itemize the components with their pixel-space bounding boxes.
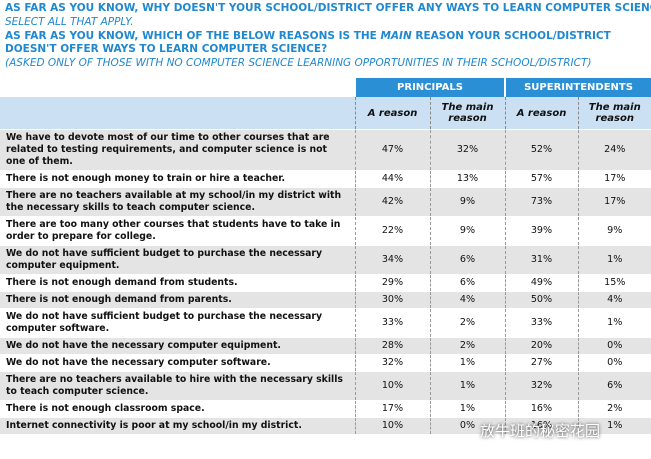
cell-value: 9%: [429, 187, 505, 217]
cell-value: 39%: [504, 216, 578, 246]
cell-value: 1%: [429, 400, 505, 418]
cell-value: 9%: [429, 216, 505, 246]
cell-value: 6%: [429, 245, 505, 275]
cell-value: 32%: [429, 129, 505, 171]
row-label: We have to devote most of our time to ot…: [0, 129, 355, 171]
row: There are too many other courses that st…: [0, 216, 651, 246]
cell-value: 1%: [577, 245, 651, 275]
cell-value: 28%: [354, 337, 430, 355]
row: There is not enough demand from parents.…: [0, 291, 651, 309]
row-label: There is not enough classroom space.: [0, 400, 355, 418]
cell-value: 33%: [354, 308, 430, 338]
cell-value: 20%: [504, 337, 578, 355]
row: We do not have sufficient budget to purc…: [0, 308, 651, 338]
column-header: A reason: [354, 97, 430, 130]
cell-value: 50%: [504, 291, 578, 309]
cell-value: 10%: [354, 371, 430, 401]
cell-value: 52%: [504, 129, 578, 171]
cell-value: 31%: [504, 245, 578, 275]
cell-value: 27%: [504, 354, 578, 372]
cell-value: 2%: [429, 308, 505, 338]
row-label: We do not have the necessary computer so…: [0, 354, 355, 372]
cell-value: 29%: [354, 274, 430, 292]
row-label: There is not enough demand from students…: [0, 274, 355, 292]
group-header: PRINCIPALS: [354, 78, 505, 97]
row-label: There are no teachers available at my sc…: [0, 187, 355, 217]
row: There are no teachers available to hire …: [0, 371, 651, 401]
cell-value: 33%: [504, 308, 578, 338]
note: (ASKED ONLY OF THOSE WITH NO COMPUTER SC…: [5, 57, 592, 69]
cell-value: 1%: [577, 308, 651, 338]
group-header: SUPERINTENDENTS: [503, 78, 651, 97]
cell-value: 47%: [354, 129, 430, 171]
cell-value: 0%: [577, 337, 651, 355]
cell-value: 73%: [504, 187, 578, 217]
cell-value: 17%: [577, 170, 651, 188]
cell-value: 32%: [354, 354, 430, 372]
cell-value: 1%: [577, 417, 651, 434]
row-label: We do not have sufficient budget to purc…: [0, 308, 355, 338]
row-label: There is not enough money to train or hi…: [0, 170, 355, 188]
cell-value: 15%: [577, 274, 651, 292]
row: Internet connectivity is poor at my scho…: [0, 417, 651, 434]
cell-value: 34%: [354, 245, 430, 275]
cell-value: 30%: [354, 291, 430, 309]
cell-value: 4%: [577, 291, 651, 309]
cell-value: 17%: [577, 187, 651, 217]
row: There is not enough money to train or hi…: [0, 170, 651, 188]
text: REASON YOUR SCHOOL/DISTRICT DOESN'T OFFE…: [5, 30, 611, 55]
row: We do not have the necessary computer so…: [0, 354, 651, 372]
watermark: 放牛班的秘密花园: [480, 422, 601, 440]
row-label: There is not enough demand from parents.: [0, 291, 355, 309]
cell-value: 16%: [504, 400, 578, 418]
row: There is not enough classroom space. 17% 1…: [0, 400, 651, 418]
cell-value: 2%: [577, 400, 651, 418]
row: We do not have the necessary computer eq…: [0, 337, 651, 355]
cell-value: 13%: [429, 170, 505, 188]
text: AS FAR AS YOU KNOW, WHICH OF THE BELOW R…: [5, 30, 377, 42]
table: PRINCIPALS SUPERINTENDENTS A reason The ma…: [0, 78, 651, 434]
row-label: We do not have the necessary computer eq…: [0, 337, 355, 355]
cell-value: 42%: [354, 187, 430, 217]
row-label: Internet connectivity is poor at my scho…: [0, 417, 355, 434]
row: There is not enough demand from students…: [0, 274, 651, 292]
cell-value: 32%: [504, 371, 578, 401]
cell-value: 4%: [429, 291, 505, 309]
row: There are no teachers available at my sc…: [0, 187, 651, 217]
text: MAIN: [380, 30, 412, 42]
cell-value: 6%: [429, 274, 505, 292]
question: AS FAR AS YOU KNOW, WHY DOESN'T YOUR SCH…: [5, 2, 651, 14]
cell-value: 2%: [429, 337, 505, 355]
column-header: The main reason: [577, 97, 651, 130]
cell-value: 44%: [354, 170, 430, 188]
cell-value: 10%: [354, 417, 430, 434]
column-header: A reason: [504, 97, 578, 130]
row-label: There are no teachers available to hire …: [0, 371, 355, 401]
row: We do not have sufficient budget to purc…: [0, 245, 651, 275]
cell-value: 57%: [504, 170, 578, 188]
row-label: We do not have sufficient budget to purc…: [0, 245, 355, 275]
cell-value: 0%: [577, 354, 651, 372]
note: SELECT ALL THAT APPLY.: [5, 16, 134, 28]
cell-value: 0%: [429, 417, 505, 434]
column-header: The main reason: [429, 97, 505, 130]
row-label: There are too many other courses that st…: [0, 216, 355, 246]
cell-value: 6%: [577, 371, 651, 401]
cell-value: 1%: [429, 371, 505, 401]
cell-value: 24%: [577, 129, 651, 171]
cell-value: 22%: [354, 216, 430, 246]
question: AS FAR AS YOU KNOW, WHICH OF THE BELOW R…: [5, 30, 645, 56]
cell-value: 9%: [577, 216, 651, 246]
row: We have to devote most of our time to ot…: [0, 129, 651, 171]
cell-value: 16%: [504, 417, 578, 434]
cell-value: 17%: [354, 400, 430, 418]
cell-value: 1%: [429, 354, 505, 372]
cell-value: 49%: [504, 274, 578, 292]
